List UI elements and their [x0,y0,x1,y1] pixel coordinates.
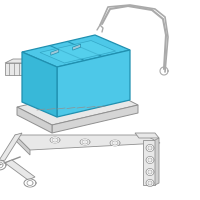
Polygon shape [155,138,159,185]
Polygon shape [17,87,138,125]
Polygon shape [17,107,52,133]
Polygon shape [23,59,31,75]
Polygon shape [5,160,35,180]
Polygon shape [57,50,130,117]
Polygon shape [73,44,81,50]
Polygon shape [51,49,59,55]
Polygon shape [135,133,159,138]
Polygon shape [15,135,30,155]
Polygon shape [5,59,31,63]
Polygon shape [22,35,130,67]
Polygon shape [5,63,23,75]
Polygon shape [40,41,116,63]
Polygon shape [0,133,22,162]
Polygon shape [52,105,138,133]
Polygon shape [15,135,160,150]
Polygon shape [22,52,57,117]
Polygon shape [143,140,155,185]
